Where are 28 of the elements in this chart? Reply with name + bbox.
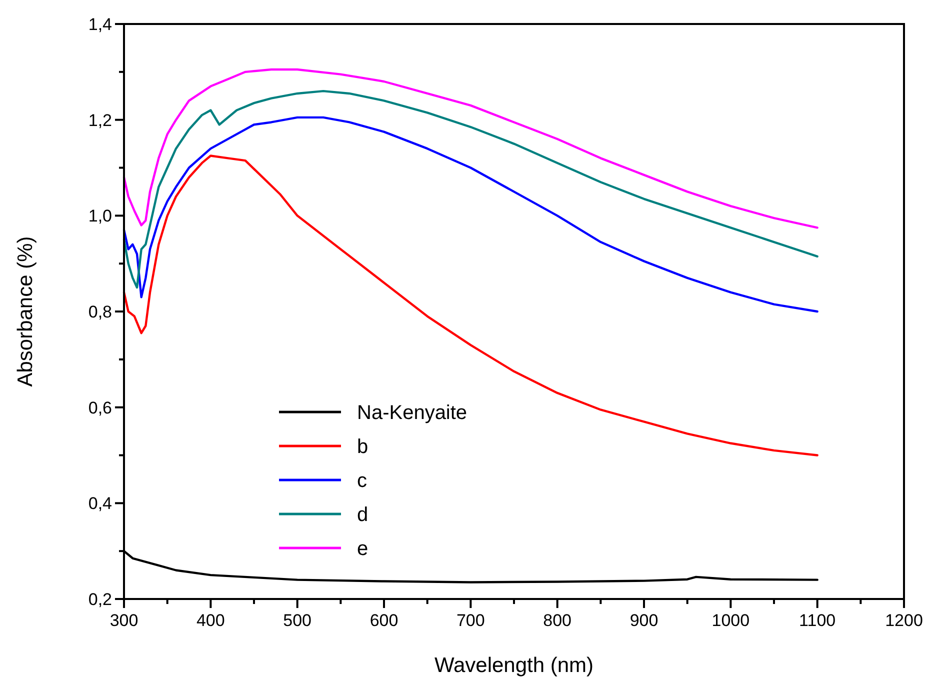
y-tick-label: 0,6 bbox=[88, 398, 112, 418]
y-tick-label: 1,0 bbox=[88, 206, 112, 226]
y-tick-label: 0,4 bbox=[88, 494, 112, 514]
y-tick-label: 0,8 bbox=[88, 302, 112, 322]
line-series bbox=[122, 90, 818, 289]
line-series bbox=[122, 68, 818, 229]
y-axis-title: Absorbance (%) bbox=[14, 236, 37, 387]
x-axis-title: Wavelength (nm) bbox=[434, 654, 594, 677]
x-tick-label: 900 bbox=[630, 611, 658, 630]
y-tick-label: 1,2 bbox=[88, 110, 112, 130]
legend-label: c bbox=[357, 470, 367, 492]
line-series bbox=[122, 116, 818, 313]
legend-label: d bbox=[357, 504, 368, 526]
legend-label: e bbox=[357, 538, 368, 560]
y-tick-label: 1,4 bbox=[88, 15, 112, 34]
x-tick-label: 1000 bbox=[712, 611, 750, 630]
x-tick-label: 400 bbox=[196, 611, 225, 630]
line-series bbox=[122, 154, 818, 456]
y-tick-label: 0,2 bbox=[88, 590, 112, 609]
x-tick-label: 500 bbox=[283, 611, 312, 630]
x-tick-label: 800 bbox=[543, 611, 572, 630]
legend-label: b bbox=[357, 436, 368, 458]
x-tick-label: 1200 bbox=[885, 611, 923, 630]
legend-label: Na-Kenyaite bbox=[357, 402, 468, 424]
x-tick-label: 1100 bbox=[799, 611, 836, 630]
x-tick-label: 700 bbox=[456, 611, 485, 630]
x-tick-label: 300 bbox=[110, 611, 138, 630]
x-tick-label: 600 bbox=[370, 611, 398, 630]
